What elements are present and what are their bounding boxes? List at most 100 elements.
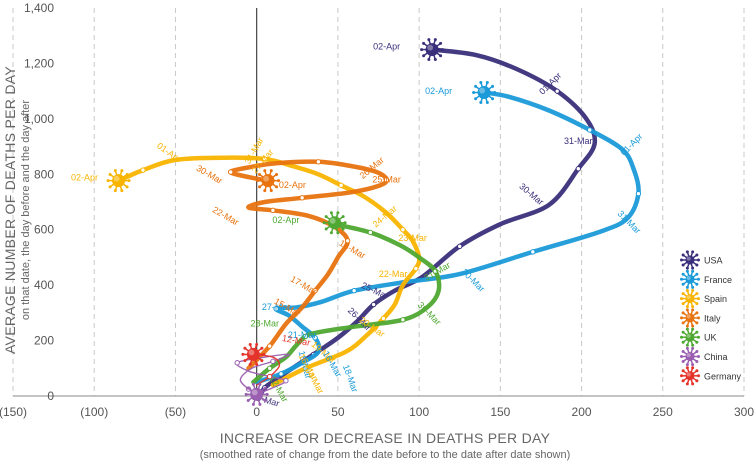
x-axis-subtitle: (smoothed rate of change from the date b… [200, 449, 571, 461]
legend-label-germany: Germany [704, 371, 742, 381]
x-tick-250: 250 [653, 405, 673, 419]
endpoint-italy [256, 169, 281, 193]
x-tick--150-: (150) [0, 405, 27, 419]
point-germany-1 [266, 373, 273, 380]
series-line-germany [252, 353, 281, 386]
y-tick-200: 200 [34, 334, 54, 348]
point-spain-7 [413, 265, 419, 272]
label-extra-04-mar: 04-Mar [303, 366, 326, 396]
label-usa-02-apr: 02-Apr [373, 42, 400, 52]
label-usa-30-mar: 30-Mar [517, 181, 545, 207]
label-italy-22-mar: 22-Mar [211, 205, 241, 228]
point-france-13 [530, 249, 536, 255]
point-italy-1 [266, 343, 273, 349]
legend-icon-france [680, 269, 700, 289]
label-italy-02-apr: 02-Apr [279, 180, 306, 190]
legend-icon-germany [680, 366, 700, 386]
point-uk-7 [400, 317, 406, 323]
series-line-spain [116, 155, 422, 388]
point-spain-10 [400, 227, 406, 233]
y-tick-1-400: 1,400 [24, 1, 54, 15]
series-line-usa [257, 47, 598, 399]
y-tick-600: 600 [34, 223, 54, 237]
point-italy-10 [270, 207, 276, 214]
point-france-1 [278, 371, 284, 377]
point-china-4 [270, 358, 276, 365]
legend-icon-italy [680, 308, 700, 328]
point-italy-19 [315, 159, 322, 165]
label-spain-22-mar: 22-Mar [379, 269, 408, 279]
grid [12, 8, 745, 397]
point-italy-13 [299, 195, 305, 201]
x-tick--50-: (50) [165, 405, 186, 419]
y-tick-0: 0 [47, 389, 54, 403]
x-axis-title: INCREASE OR DECREASE IN DEATHS PER DAY [220, 430, 551, 446]
point-usa-7 [370, 301, 377, 308]
series-line-uk [251, 220, 442, 385]
y-tick-labels: 0 200 400 600 800 1,000 1,200 1,400 [24, 1, 54, 403]
label-france-21-mar: 21-Mar [288, 330, 317, 340]
legend-icon-uk [680, 327, 700, 347]
endpoint-uk [322, 211, 347, 235]
legend: USA France Spain Italy UK China Germany [680, 250, 742, 386]
label-spain-23-mar: 23-Mar [398, 233, 427, 243]
label-germany-12-mar: 12-Mar [281, 333, 311, 348]
label-spain-02-apr: 02-Apr [71, 173, 98, 183]
point-france-16 [635, 190, 642, 197]
endpoint-china [244, 382, 269, 406]
legend-label-usa: USA [704, 256, 723, 266]
point-uk-4 [302, 333, 309, 340]
x-tick-100: 100 [409, 405, 429, 419]
label-usa-31-mar: 31-Mar [564, 136, 593, 146]
x-tick-300: 300 [734, 405, 754, 419]
label-france-02-apr: 02-Apr [425, 86, 452, 96]
point-spain-4 [380, 315, 387, 322]
point-spain-13 [338, 182, 344, 189]
endpoint-germany [241, 342, 266, 366]
legend-label-italy: Italy [704, 313, 721, 323]
y-tick-800: 800 [34, 167, 54, 181]
legend-icon-usa [680, 250, 700, 270]
point-italy-4 [312, 287, 318, 294]
label-france-27-mar: 27-Mar [262, 302, 291, 312]
x-tick-labels: (150) (100) (50) 0 50 100 150 200 250 300 [0, 405, 754, 419]
label-italy-30-mar: 30-Mar [195, 163, 225, 186]
endpoint-markers [106, 38, 497, 406]
point-uk-1 [266, 365, 273, 371]
label-italy-25-mar: 25-Mar [372, 175, 401, 185]
y-tick-400: 400 [34, 278, 54, 292]
endpoint-france [472, 81, 497, 105]
point-usa-10 [457, 243, 463, 250]
point-uk-10 [432, 268, 439, 274]
point-france-10 [351, 287, 357, 294]
legend-icon-spain [680, 289, 700, 309]
x-tick--100-: (100) [80, 405, 108, 419]
point-spain-19 [140, 167, 146, 173]
y-axis-subtitle: on that date, the day before and the day… [20, 100, 32, 320]
data-labels: 09-Mar25-Mar26-Mar30-Mar31-Mar01-Apr02-A… [71, 42, 645, 409]
point-uk-13 [367, 229, 374, 236]
point-italy-16 [383, 177, 390, 183]
point-china-10 [283, 378, 289, 384]
point-usa-16 [554, 88, 560, 94]
legend-label-france: France [704, 275, 732, 285]
label-france-01-apr: 01-Apr [618, 131, 644, 157]
point-france-4 [312, 335, 318, 341]
label-uk-02-apr: 02-Apr [272, 215, 299, 225]
x-tick-0: 0 [253, 405, 260, 419]
label-spain-24-mar: 24-Mar [371, 203, 399, 229]
label-italy-17-mar: 17-Mar [289, 274, 319, 297]
legend-label-china: China [704, 352, 728, 362]
y-tick-1-000: 1,000 [24, 112, 54, 126]
legend-icon-china [680, 346, 700, 367]
label-extra-18-mar: 18-Mar [341, 363, 360, 393]
point-france-7 [273, 306, 279, 312]
y-tick-1-200: 1,200 [24, 56, 54, 70]
endpoint-spain [106, 169, 131, 193]
label-uk-28-mar: 28-Mar [251, 319, 280, 329]
point-china-7 [234, 360, 240, 366]
point-spain-1 [302, 365, 309, 371]
point-italy-7 [344, 238, 351, 244]
point-spain-16 [262, 156, 268, 162]
